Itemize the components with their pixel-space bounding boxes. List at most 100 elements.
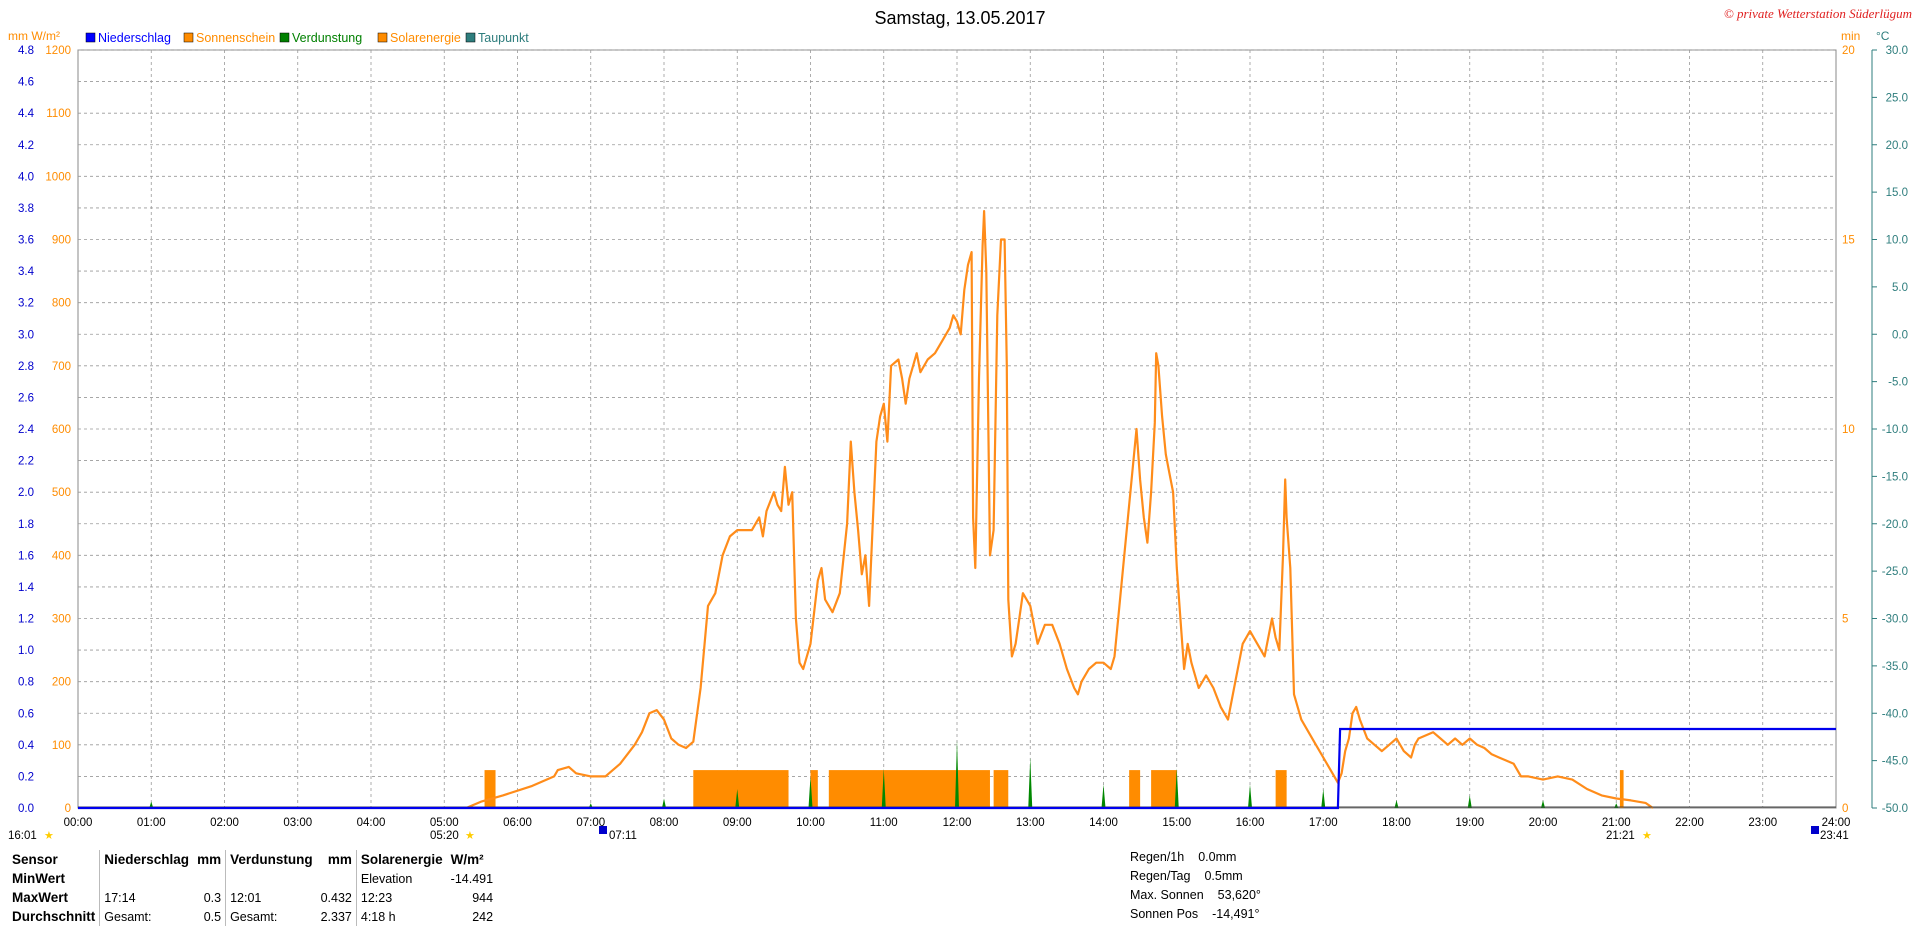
x-tick-17: 17:00 xyxy=(1309,817,1338,829)
mm-axis: 0.0 0.2 0.4 0.6 0.8 1.0 1.2 1.4 1.6 1.8 2.0 2.2 2.4 2… xyxy=(18,45,35,815)
x-tick-0: 00:00 xyxy=(64,817,93,829)
sunrise-icon: ★ xyxy=(465,830,475,842)
solar-unit: W/m² xyxy=(450,852,484,867)
temp-tick-10: 0.0 xyxy=(1892,329,1908,341)
sunrise-label: 05:20 xyxy=(430,830,459,842)
wm2-tick-2: 200 xyxy=(52,677,71,689)
temp-tick-14: 20.0 xyxy=(1886,140,1908,152)
weather-chart: Samstag, 13.05.2017 © private Wetterstat… xyxy=(8,6,1912,842)
temp-tick-16: 30.0 xyxy=(1886,45,1908,57)
rain-head: Niederschlag xyxy=(99,850,194,869)
temp-tick-13: 15.0 xyxy=(1886,187,1908,199)
sunset-label: 21:21 xyxy=(1606,830,1635,842)
copyright: © private Wetterstation Süderlügum xyxy=(1724,6,1912,21)
mm-tick-9: 1.8 xyxy=(18,519,34,531)
sunshine-bar-5 xyxy=(957,770,990,808)
wm2-tick-3: 300 xyxy=(52,614,71,626)
summary-footer: Sensor Niederschlag mm Verdunstung mm So… xyxy=(0,850,1920,936)
right-info: Regen/1h 0.0mm Regen/Tag 0.5mm Max. Sonnen… xyxy=(1130,850,1261,926)
temp-tick-12: 10.0 xyxy=(1886,235,1908,247)
sunshine-bar-2 xyxy=(810,770,818,808)
temp-tick-9: -5.0 xyxy=(1888,377,1908,389)
min-tick-1: 5 xyxy=(1842,614,1848,626)
x-tick-19: 19:00 xyxy=(1455,817,1484,829)
temp-tick-2: -40.0 xyxy=(1882,708,1908,720)
wm2-tick-11: 1100 xyxy=(46,108,71,120)
info-max-sun: Max. Sonnen 53,620° xyxy=(1130,888,1261,902)
solar-min-label: Elevation xyxy=(355,869,447,888)
x-axis: 00:00 01:00 02:00 03:00 04:00 05:00 06:00 07:00… xyxy=(64,817,1851,829)
sensor-head: Sensor xyxy=(12,852,58,867)
maxwert-label: MaxWert xyxy=(12,890,69,905)
x-tick-6: 06:00 xyxy=(503,817,532,829)
marker-2341-icon xyxy=(1811,826,1819,834)
evap-spike-4 xyxy=(808,776,813,808)
mm-tick-15: 3.0 xyxy=(18,329,34,341)
x-tick-11: 11:00 xyxy=(870,817,898,829)
info-rain-day: Regen/Tag 0.5mm xyxy=(1130,869,1243,883)
rain-max-val: 0.3 xyxy=(203,890,222,905)
evap-unit: mm xyxy=(327,852,352,867)
wm2-tick-6: 600 xyxy=(52,424,71,436)
legend-swatch-0 xyxy=(85,32,96,43)
evap-total-val: 2.337 xyxy=(320,909,352,924)
mm-tick-18: 3.6 xyxy=(18,235,34,247)
mm-tick-13: 2.6 xyxy=(18,392,34,404)
mm-tick-19: 3.8 xyxy=(18,203,34,215)
evap-spike-10 xyxy=(1248,784,1252,808)
wm2-tick-12: 1200 xyxy=(45,45,71,57)
sunshine-bar-4 xyxy=(883,770,957,808)
evap-spike-12 xyxy=(1394,800,1399,808)
evap-spike-14 xyxy=(1541,800,1545,808)
solar-line xyxy=(465,210,1654,810)
wm2-tick-5: 500 xyxy=(52,487,71,499)
evap-spike-8 xyxy=(1101,784,1106,808)
rain-unit: mm xyxy=(197,852,222,867)
mm-tick-1: 0.2 xyxy=(18,771,34,783)
wm2-tick-7: 700 xyxy=(52,361,71,373)
x-tick-9: 09:00 xyxy=(723,817,752,829)
temp-tick-8: -10.0 xyxy=(1882,424,1908,436)
sunshine-bar-9 xyxy=(1275,770,1287,808)
mm-tick-17: 3.4 xyxy=(18,266,35,278)
mm-tick-7: 1.4 xyxy=(18,582,35,594)
wm2-tick-9: 900 xyxy=(52,235,71,247)
temp-tick-0: -50.0 xyxy=(1882,803,1908,815)
evap-spike-11 xyxy=(1321,789,1326,808)
x-tick-22: 22:00 xyxy=(1675,817,1704,829)
wm2-axis: 0 100 200 300 400 500 600 700 800 900 1000 1100 1200 xyxy=(45,45,71,815)
evap-spike-7 xyxy=(1028,757,1033,808)
rain-line xyxy=(78,727,1836,810)
solar-min-val: -14.491 xyxy=(450,871,494,886)
min-tick-0: 0 xyxy=(1842,803,1848,815)
evap-spike-9 xyxy=(1174,768,1179,808)
summary-table: Sensor Niederschlag mm Verdunstung mm So… xyxy=(8,850,497,926)
time-markers: 16:01 ★ 05:20 ★ 07:11 21:21 ★ 23:41 xyxy=(8,826,1849,842)
temp-tick-6: -20.0 xyxy=(1882,519,1908,531)
evap-head: Verdunstung xyxy=(225,850,317,869)
x-tick-1: 01:00 xyxy=(137,817,166,829)
marker-0711-label: 07:11 xyxy=(609,830,637,842)
mm-tick-8: 1.6 xyxy=(18,550,34,562)
temp-axis: -50.0 -45.0 -40.0 -35.0 -30.0 -25.0 -20.0 -15.0… xyxy=(1871,45,1908,815)
solar-head: Solarenergie xyxy=(355,850,447,869)
rain-total-val: 0.5 xyxy=(203,909,222,924)
legend-label-4: Taupunkt xyxy=(478,31,529,45)
evap-spike-2 xyxy=(662,798,666,808)
right-unit-temp: °C xyxy=(1876,29,1890,43)
min-tick-3: 15 xyxy=(1842,235,1855,247)
wm2-tick-0: 0 xyxy=(65,803,71,815)
temp-tick-15: 25.0 xyxy=(1886,92,1908,104)
evap-spike-5 xyxy=(881,768,886,808)
legend: Niederschlag Sonnenschein Verdunstung Solar… xyxy=(85,31,529,45)
x-tick-20: 20:00 xyxy=(1529,817,1558,829)
wm2-tick-4: 400 xyxy=(52,550,71,562)
evap-spike-6 xyxy=(955,740,959,808)
mm-tick-4: 0.8 xyxy=(18,677,34,689)
x-tick-7: 07:00 xyxy=(576,817,605,829)
x-tick-8: 08:00 xyxy=(650,817,679,829)
rain-series xyxy=(78,727,1836,810)
evap-total-label: Gesamt: xyxy=(225,907,317,926)
wm2-tick-1: 100 xyxy=(52,740,71,752)
legend-label-2: Verdunstung xyxy=(292,31,362,45)
